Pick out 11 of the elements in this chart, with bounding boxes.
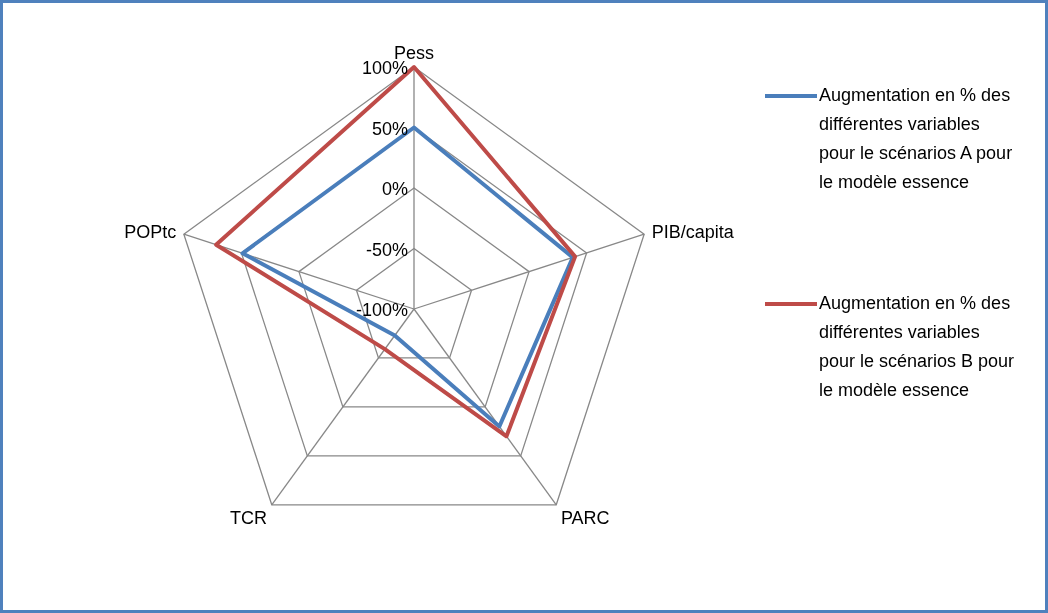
spoke-label: TCR [230,508,268,529]
y-tick-label: -50% [365,239,408,260]
legend-label: Augmentation en % des différentes variables pour le scénarios A pour le modèle essence [819,84,1014,194]
spoke-label: PIB/capita [651,222,735,243]
spoke-label: POPtc [124,222,177,243]
spoke-label: PARC [560,508,610,529]
y-tick-label: -100% [355,300,408,320]
y-tick-label: 50% [371,118,408,139]
y-tick-label: 0% [381,179,408,199]
y-tick-label: 100% [361,58,408,78]
legend-label: Augmentation en % des différentes variables pour le scénarios B pour le modèle essence [819,292,1016,402]
